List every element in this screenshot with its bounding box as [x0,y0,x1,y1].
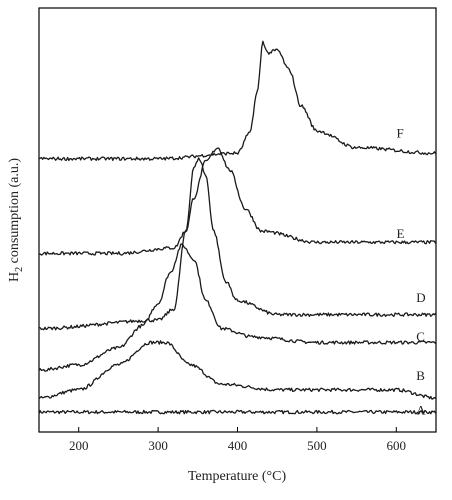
series-group [38,40,437,415]
plot-frame [38,7,437,433]
x-tick-label-500: 500 [307,438,327,453]
series-label-A: A [416,403,426,418]
series-line-A [38,409,437,415]
x-tick-label-200: 200 [69,438,89,453]
x-axis-ticks: 200 300 400 500 600 [69,427,406,453]
series-line-B [38,340,436,400]
series-line-D [38,157,437,331]
x-axis-title: Temperature (°C) [188,469,287,484]
series-label-E: E [396,226,404,241]
series-label-C: C [416,329,425,344]
x-tick-label-300: 300 [148,438,168,453]
x-tick-label-600: 600 [387,438,407,453]
series-label-B: B [416,368,425,383]
series-label-D: D [416,290,425,305]
series-line-E [38,147,437,256]
x-tick-label-400: 400 [228,438,248,453]
y-axis-title: H2 consumption (a.u.) [7,158,25,282]
series-label-F: F [396,126,403,141]
series-labels: A B C D E F [396,126,426,418]
series-line-C [38,243,437,372]
series-line-F [38,40,437,162]
